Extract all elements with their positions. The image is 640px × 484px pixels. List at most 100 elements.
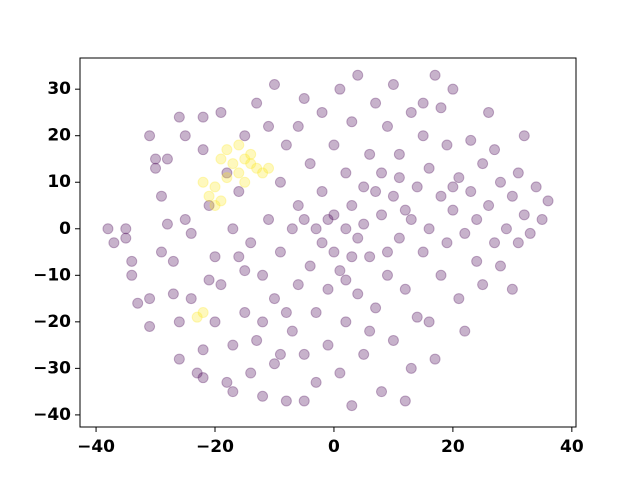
point: [197, 307, 209, 319]
point: [245, 148, 257, 160]
point: [221, 376, 233, 388]
point: [405, 106, 417, 118]
point: [393, 148, 405, 160]
point: [179, 213, 191, 225]
point: [221, 167, 233, 179]
x-tick-label: 0: [328, 437, 340, 457]
point: [447, 83, 459, 95]
point: [483, 106, 495, 118]
point: [340, 167, 352, 179]
axes-frame: [79, 57, 577, 428]
point: [322, 283, 334, 295]
point: [399, 283, 411, 295]
point: [376, 386, 388, 398]
point: [209, 181, 221, 193]
point: [465, 134, 477, 146]
point: [150, 162, 162, 174]
point: [328, 209, 340, 221]
point: [459, 227, 471, 239]
point: [286, 325, 298, 337]
point: [185, 227, 197, 239]
x-tick-label: −20: [196, 437, 234, 457]
point: [352, 288, 364, 300]
point: [447, 181, 459, 193]
y-tick-label: 20: [47, 126, 71, 146]
point: [304, 260, 316, 272]
point: [298, 395, 310, 407]
point: [465, 186, 477, 198]
point: [227, 386, 239, 398]
point: [167, 255, 179, 267]
point: [179, 130, 191, 142]
point: [393, 232, 405, 244]
point: [399, 395, 411, 407]
point: [512, 167, 524, 179]
point: [471, 213, 483, 225]
point: [233, 251, 245, 263]
point: [274, 176, 286, 188]
point: [435, 190, 447, 202]
point: [251, 334, 263, 346]
point: [346, 116, 358, 128]
point: [263, 120, 275, 132]
point: [423, 223, 435, 235]
point: [417, 130, 429, 142]
point: [268, 79, 280, 91]
x-tick-label: 40: [560, 437, 584, 457]
point: [173, 353, 185, 365]
point: [411, 311, 423, 323]
point: [387, 190, 399, 202]
point: [429, 69, 441, 81]
point: [489, 237, 501, 249]
point: [197, 144, 209, 156]
point: [393, 172, 405, 184]
point: [197, 176, 209, 188]
point: [364, 251, 376, 263]
point: [322, 339, 334, 351]
point: [292, 200, 304, 212]
point: [221, 172, 233, 184]
point: [245, 237, 257, 249]
point: [292, 120, 304, 132]
point: [453, 172, 465, 184]
point: [233, 167, 245, 179]
point: [381, 120, 393, 132]
y-tick-label: −40: [33, 405, 71, 425]
plot-area: [80, 58, 576, 427]
point: [239, 130, 251, 142]
point: [268, 293, 280, 305]
point: [435, 102, 447, 114]
point: [298, 213, 310, 225]
point: [399, 204, 411, 216]
point: [441, 237, 453, 249]
point: [370, 302, 382, 314]
point: [280, 139, 292, 151]
point: [405, 362, 417, 374]
point: [346, 400, 358, 412]
point: [316, 237, 328, 249]
point: [381, 246, 393, 258]
point: [257, 390, 269, 402]
point: [173, 111, 185, 123]
point: [263, 162, 275, 174]
point: [155, 246, 167, 258]
point: [477, 279, 489, 291]
point: [215, 195, 227, 207]
point: [263, 213, 275, 225]
point: [370, 186, 382, 198]
point: [292, 279, 304, 291]
point: [346, 251, 358, 263]
point: [387, 79, 399, 91]
point: [126, 269, 138, 281]
point: [132, 297, 144, 309]
point: [376, 209, 388, 221]
point: [304, 158, 316, 170]
point: [489, 144, 501, 156]
point: [494, 260, 506, 272]
point: [471, 255, 483, 267]
point: [298, 348, 310, 360]
point: [417, 97, 429, 109]
point: [429, 353, 441, 365]
point: [257, 269, 269, 281]
point: [334, 367, 346, 379]
